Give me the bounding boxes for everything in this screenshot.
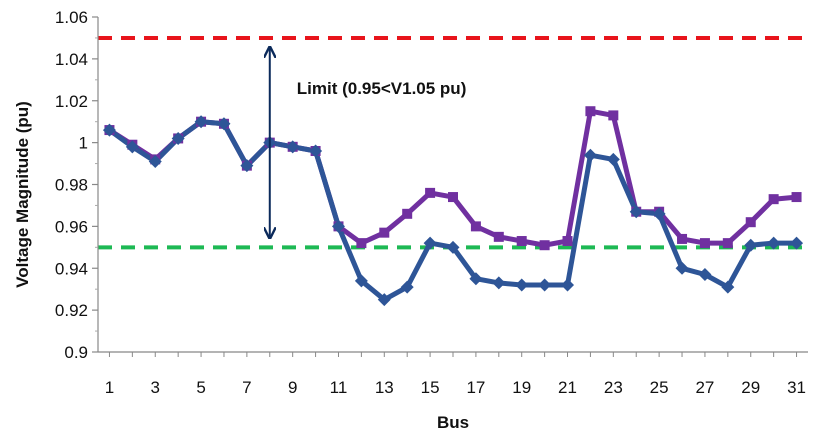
y-tick-label: 0.92 [55, 301, 88, 320]
x-tick-label: 25 [650, 378, 669, 397]
x-tick-label: 15 [421, 378, 440, 397]
series-1-point [699, 238, 710, 249]
series-2-point [744, 238, 758, 252]
series-1-point [356, 238, 367, 249]
x-tick-label: 7 [242, 378, 251, 397]
series-2-point [767, 236, 781, 250]
series-2-point [675, 261, 689, 275]
x-tick-label: 11 [330, 378, 348, 397]
x-tick-label: 5 [196, 378, 205, 397]
x-tick-label: 9 [288, 378, 297, 397]
series-2-point [125, 140, 139, 154]
reference-lines [98, 35, 808, 250]
series-2-point [217, 117, 231, 131]
series-2-point [148, 154, 162, 168]
series-2-point [515, 278, 529, 292]
y-axis-title: Voltage Magnitude (pu) [13, 101, 32, 288]
series-1-point [585, 106, 596, 117]
x-tick-label: 29 [741, 378, 760, 397]
series-2-point [354, 274, 368, 288]
series-2-point [538, 278, 552, 292]
series-2-point [309, 144, 323, 158]
axes [92, 16, 808, 357]
series-2-point [652, 207, 666, 221]
series-2-point [721, 280, 735, 294]
series-2-point [194, 115, 208, 129]
series-1-point [539, 240, 550, 251]
series-line-2 [107, 119, 799, 303]
x-tick-label: 19 [512, 378, 531, 397]
annotation-layer: Limit (0.95<V1.05 pu) [270, 48, 467, 236]
y-tick-label: 0.9 [64, 343, 88, 362]
series-1-point [562, 236, 573, 247]
y-tick-label: 1.04 [55, 50, 88, 69]
series-1-point [608, 110, 619, 121]
series-2-point [446, 240, 460, 254]
series-2-point [331, 219, 345, 233]
y-tick-label: 1.06 [55, 8, 88, 27]
series-1-point [768, 194, 779, 205]
series-line-1 [107, 108, 799, 248]
series-2-point [583, 148, 597, 162]
series-1-point [677, 233, 688, 244]
limit-annotation: Limit (0.95<V1.05 pu) [297, 79, 467, 98]
series-1-point [493, 231, 504, 242]
series-2-point [561, 278, 575, 292]
series-2-point [469, 272, 483, 286]
series-1-point [402, 208, 413, 219]
y-tick-label: 0.94 [55, 259, 88, 278]
series-2-point [698, 268, 712, 282]
series-2-point [400, 280, 414, 294]
x-axis-title: Bus [437, 413, 469, 432]
x-tick-label: 13 [375, 378, 394, 397]
y-tick-label: 1 [79, 134, 88, 153]
series-1-point [448, 192, 458, 203]
series-layer [102, 106, 804, 307]
series-2-point [286, 140, 300, 154]
series-1-point [722, 238, 733, 249]
series-2-point [171, 131, 185, 145]
x-tick-label: 31 [787, 378, 806, 397]
series-1-point [516, 236, 527, 247]
x-tick-label: 23 [604, 378, 623, 397]
series-1-point [791, 192, 802, 203]
series-2-point [240, 159, 254, 173]
series-1-point [745, 217, 756, 228]
series-2-point [790, 236, 804, 250]
series-1-point [470, 221, 481, 232]
x-tick-label: 1 [105, 378, 114, 397]
x-tick-label: 21 [558, 378, 577, 397]
series-2-point [102, 123, 116, 137]
y-tick-label: 0.98 [55, 176, 88, 195]
series-1-point [379, 227, 390, 238]
x-tick-label: 17 [466, 378, 485, 397]
series-2-point [423, 236, 437, 250]
x-tick-label: 3 [151, 378, 160, 397]
y-tick-label: 1.02 [55, 92, 88, 111]
series-2-point [377, 293, 391, 307]
y-tick-label: 0.96 [55, 217, 88, 236]
series-1-point [425, 187, 436, 198]
x-tick-label: 27 [695, 378, 714, 397]
series-2-point [492, 276, 506, 290]
series-2-point [606, 152, 620, 166]
series-2-point [629, 205, 643, 219]
